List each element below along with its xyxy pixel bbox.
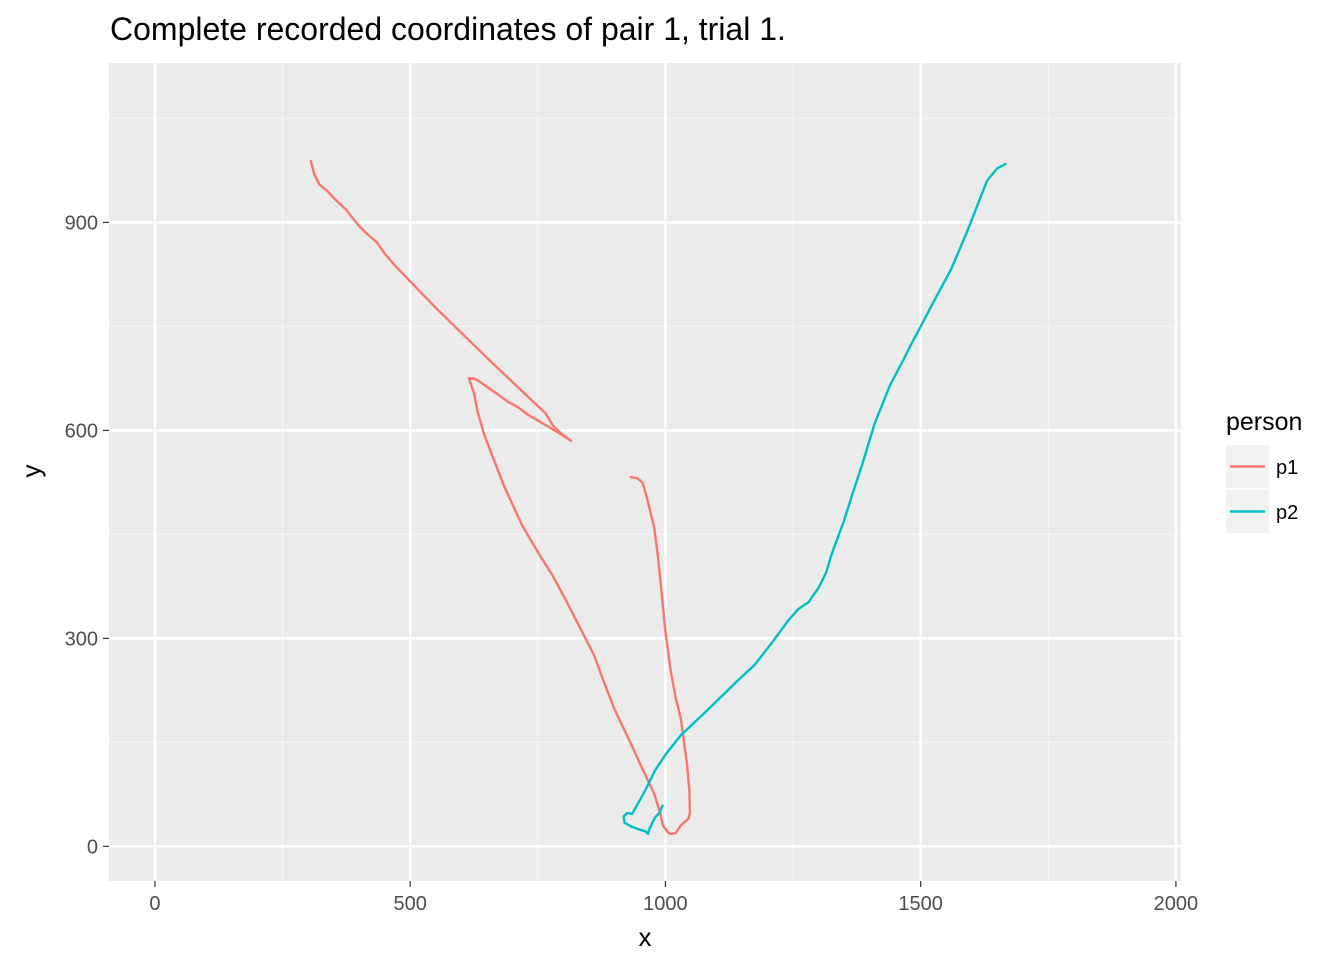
y-tick-label: 900 (65, 212, 98, 234)
legend-label-p2: p2 (1276, 502, 1298, 524)
y-axis-title: y (16, 465, 46, 478)
x-tick-label: 500 (393, 893, 426, 915)
major-gridlines (109, 63, 1181, 881)
x-tick-label: 0 (149, 893, 160, 915)
plot-panel (109, 63, 1181, 881)
y-tick-label: 600 (65, 420, 98, 442)
series-line-p1 (309, 159, 692, 836)
legend: person p1 p2 (1226, 408, 1302, 533)
minor-gridlines (109, 63, 1181, 881)
y-tick-label: 0 (87, 836, 98, 858)
y-tick-label: 300 (65, 628, 98, 650)
x-axis-title: x (639, 922, 652, 952)
legend-title: person (1226, 408, 1302, 436)
y-axis-ticks: 0 300 600 900 (65, 212, 109, 858)
data-lines (309, 159, 1007, 836)
series-line-p2 (622, 162, 1007, 836)
x-tick-label: 1000 (643, 893, 688, 915)
chart-title: Complete recorded coordinates of pair 1,… (110, 11, 786, 47)
x-tick-label: 1500 (898, 893, 943, 915)
legend-label-p1: p1 (1276, 457, 1298, 479)
x-tick-label: 2000 (1154, 893, 1199, 915)
x-axis-ticks: 0 500 1000 1500 2000 (149, 881, 1198, 915)
